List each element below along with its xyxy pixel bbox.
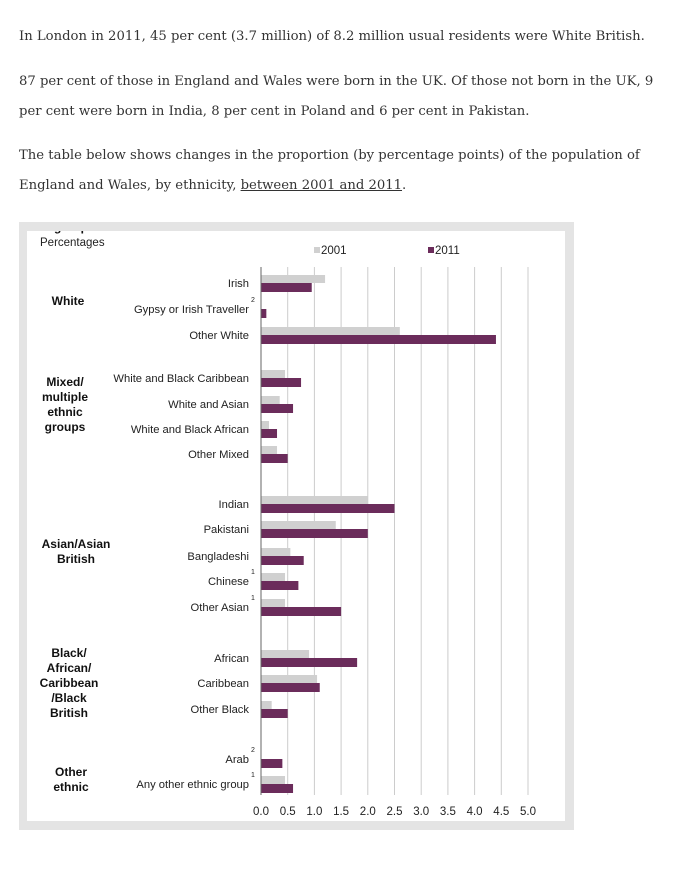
bar-2011-white-and-asian [261,404,294,413]
bar-2001-other-black [261,701,272,709]
ethnicity-change-chart: Percentages 2001 2011 Irish Gypsy or Irish… [27,231,565,821]
bar-2011-indian [261,504,395,513]
x-tick-label: 4.5 [493,806,509,818]
bar-2001-chinese [261,573,286,581]
bar-2001-white-and-black-caribbean [261,370,286,378]
group-label-groups: groups [45,420,86,434]
bar-2001-other-asian [261,599,286,607]
paragraph-table-intro-text: The table below shows changes in the pro… [19,148,640,193]
footnote-marker: 1 [251,569,255,576]
paragraph-table-intro-end: . [402,178,407,193]
bar-2011-gypsy-or-irish-traveller [261,309,267,318]
x-tick-labels: 0.0 0.5 1.0 1.5 2.0 2.5 3.0 3.5 4.0 4.5 5.0 [253,806,536,818]
bar-2001-pakistani [261,521,336,529]
bar-2001-white-and-black-african [261,421,270,429]
group-label-multiple: multiple [42,390,88,404]
bar-2011-chinese [261,581,299,590]
x-tick-label: 2.5 [387,806,403,818]
bar-2011-white-and-black-caribbean [261,378,302,387]
legend-swatch-2001 [314,247,320,253]
bar-2011-arab [261,759,283,768]
x-tick-label: 3.5 [440,806,456,818]
bar-2001-bangladeshi [261,548,291,556]
x-tick-label: 4.0 [467,806,483,818]
group-label-ethnic: ethnic [53,780,89,794]
x-tick-label: 3.0 [413,806,429,818]
group-label-ethnic: ethnic [47,405,83,419]
category-label-other-asian: Other Asian [191,602,249,614]
legend-entry-2001: 2001 [321,245,347,257]
group-label-group: group [54,231,88,234]
between-2001-and-2011-link[interactable]: between 2001 and 2011 [240,178,403,193]
axis-title-percentages: Percentages [40,237,105,249]
category-label-gypsy-or-irish-traveller: Gypsy or Irish Traveller [134,304,249,316]
group-label-other: Other [55,765,87,779]
category-label-african: African [214,653,249,665]
bar-2001-other-mixed [261,446,278,454]
bar-2001-other-white [261,327,400,335]
group-labels: WhiteMixed/multipleethnicgroupsAsian/Asi… [40,231,111,794]
bar-2011-caribbean [261,683,320,692]
paragraph-table-intro: The table below shows changes in the pro… [19,141,679,201]
x-tick-label: 0.5 [280,806,296,818]
bar-2011-bangladeshi [261,556,304,565]
category-label-bangladeshi: Bangladeshi [187,551,249,563]
bar-2011-any-other-ethnic-group [261,784,294,793]
x-tick-label: 1.5 [333,806,349,818]
legend-swatch-2011 [428,247,434,253]
footnote-marker: 1 [251,595,255,602]
group-label-asian-asian: Asian/Asian [42,537,111,551]
bar-2011-african [261,658,358,667]
bar-2011-white-and-black-african [261,429,278,438]
bar-2011-other-black [261,709,288,718]
bar-2001-caribbean [261,675,318,683]
category-label-indian: Indian [219,499,249,511]
category-label-white-and-asian: White and Asian [168,399,249,411]
footnote-marker: 2 [251,747,255,754]
category-label-other-black: Other Black [191,704,250,716]
group-label-african: African/ [47,661,92,675]
category-label-other-mixed: Other Mixed [188,449,249,461]
group-label-british: British [50,706,88,720]
bar-2011-other-asian [261,607,342,616]
group-label-white: White [52,294,85,308]
category-label-white-and-black-african: White and Black African [131,424,249,436]
category-label-arab: Arab [225,754,249,766]
category-label-caribbean: Caribbean [197,678,249,690]
x-tick-label: 5.0 [520,806,536,818]
bar-2001-indian [261,496,368,504]
group-label-british: British [57,552,95,566]
bar-2001-african [261,650,310,658]
category-label-white-and-black-caribbean: White and Black Caribbean [113,373,249,385]
category-label-any-other-ethnic-group: Any other ethnic group [136,779,249,791]
bar-2011-pakistani [261,529,368,538]
footnote-marker: 2 [251,297,255,304]
bars [261,275,496,793]
category-label-other-white: Other White [189,330,249,342]
category-label-irish: Irish [228,278,249,290]
group-label-mixed: Mixed/ [46,375,84,389]
bar-2001-white-and-asian [261,396,280,404]
bar-2011-irish [261,283,312,292]
bar-2011-other-mixed [261,454,288,463]
footnote-marker: 1 [251,772,255,779]
paragraph-london: In London in 2011, 45 per cent (3.7 mill… [19,29,645,44]
legend: 2001 2011 [314,245,460,257]
bar-2001-any-other-ethnic-group [261,776,286,784]
paragraph-birthplace: 87 per cent of those in England and Wale… [19,74,654,119]
group-label-black: /Black [51,691,87,705]
x-tick-label: 1.0 [306,806,322,818]
bar-2001-irish [261,275,326,283]
x-tick-label: 0.0 [253,806,269,818]
category-label-pakistani: Pakistani [204,524,249,536]
group-label-black: Black/ [51,646,87,660]
x-tick-label: 2.0 [360,806,376,818]
category-label-chinese: Chinese [208,576,249,588]
group-label-caribbean: Caribbean [40,676,99,690]
legend-entry-2011: 2011 [435,245,460,257]
bar-2011-other-white [261,335,496,344]
